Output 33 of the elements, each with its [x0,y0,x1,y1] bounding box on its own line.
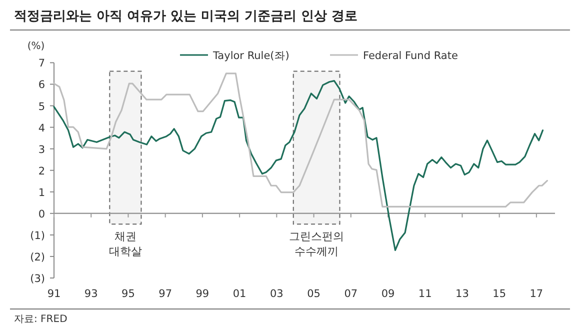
chart-title: 적정금리와는 아직 여유가 있는 미국의 기준금리 인상 경로 [14,9,358,24]
y-tick-label: 2 [38,165,45,178]
x-tick-label: 99 [196,288,210,300]
y-tick-label: 3 [38,144,45,156]
y-tick-label: (2) [30,251,45,264]
x-tick-label: 97 [158,288,172,300]
x-tick-label: 13 [456,288,469,300]
x-tick-label: 01 [232,288,246,300]
y-tick-label: 7 [38,58,45,70]
y-tick-label: 1 [38,186,45,199]
y-tick-label: 0 [38,208,45,220]
x-tick-label: 09 [381,288,395,300]
band-label: 그린스펀의 수수께끼 [289,230,344,258]
x-tick-label: 11 [418,288,432,300]
legend-label: Federal Fund Rate [363,50,458,62]
x-tick-label: 93 [84,288,98,300]
line-series [53,72,548,208]
band-label: 채권 대학살 [108,230,142,258]
text: 자료: FRED [14,314,68,325]
x-tick-label: 05 [307,288,320,300]
legend-label: Taylor Rule(좌) [212,50,290,62]
y-tick-label: (1) [30,230,45,242]
x-tick-label: 03 [270,288,284,300]
y-tick-label: 5 [38,100,45,113]
x-tick-label: 15 [492,288,506,300]
x-tick-label: 95 [122,288,135,300]
x-tick-label: 91 [47,288,61,300]
y-axis-title: (%) [27,41,45,52]
y-tick-label: 6 [38,79,46,92]
y-tick-label: 4 [38,122,46,134]
x-tick-label: 17 [530,288,544,300]
x-tick-label: 07 [344,288,358,300]
y-tick-label: (3) [30,273,45,285]
